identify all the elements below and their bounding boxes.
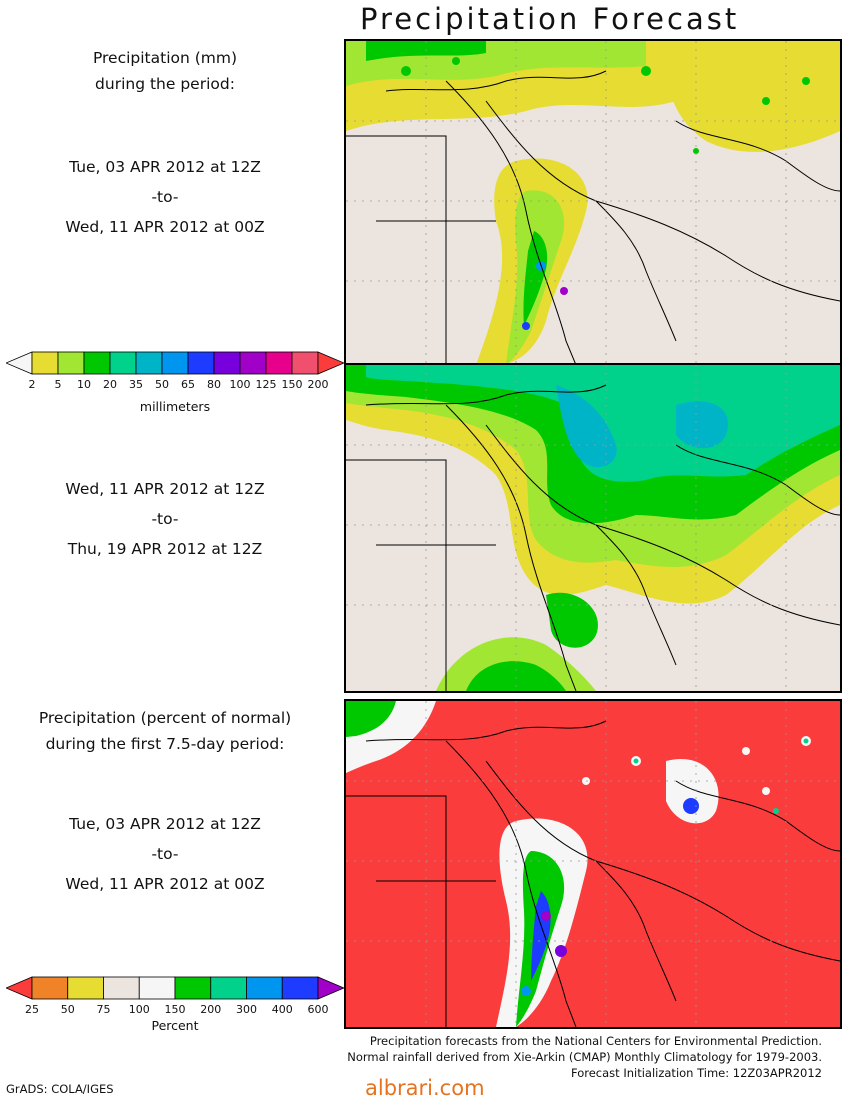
scale-tick-label: 50 [60,1003,75,1016]
scale-swatch [67,976,104,1000]
scale-swatch [246,976,283,1000]
date-sep: -to- [151,510,179,528]
credit-line: Precipitation forecasts from the Nationa… [369,1034,822,1048]
scale-swatch [265,351,293,375]
credits: Precipitation forecasts from the Nationa… [347,1033,822,1081]
scale-tick-label: 100 [229,378,251,391]
percent-color-bar [4,976,346,1000]
percent-normal-map [344,699,842,1029]
precip-map-1-graphic [346,41,840,365]
heading-line: during the first 7.5-day period: [45,735,285,753]
percent-unit-label: Percent [151,1018,199,1033]
precip-map-period1 [344,39,842,367]
period2-dates: Wed, 11 APR 2012 at 12Z -to- Thu, 19 APR… [0,474,330,564]
heading-line: during the period: [95,75,235,93]
scale-arrow-low [4,976,33,1000]
scale-swatch [31,351,59,375]
percent-color-scale: 25 50 75 100 150 200 300 400 600 Percent [4,975,346,1035]
page-title: Precipitation Forecast [360,2,740,36]
scale-arrow-high [317,976,346,1000]
scale-swatch [281,976,319,1000]
date-from: Tue, 03 APR 2012 at 12Z [69,158,261,176]
scale-tick-label: 65 [181,378,195,391]
mm-color-scale: 2 5 10 20 35 50 65 80 100 125 150 200 millimeters [4,350,346,420]
scale-swatch [31,976,69,1000]
precip-map-period2 [344,363,842,693]
date-to: Thu, 19 APR 2012 at 12Z [67,540,263,558]
mm-unit-label: millimeters [139,399,211,414]
scale-tick-label: 10 [77,378,91,391]
period1-dates: Tue, 03 APR 2012 at 12Z -to- Wed, 11 APR… [0,152,330,242]
scale-swatch [187,351,215,375]
date-to: Wed, 11 APR 2012 at 00Z [65,218,265,236]
date-to: Wed, 11 APR 2012 at 00Z [65,875,265,893]
precip-map-2-graphic [346,365,840,691]
date-from: Wed, 11 APR 2012 at 12Z [65,480,265,498]
scale-swatch [210,976,247,1000]
scale-tick-label: 150 [164,1003,186,1016]
scale-tick-label: 100 [128,1003,150,1016]
date-sep: -to- [151,188,179,206]
scale-swatch [109,351,137,375]
watermark: albrari.com [365,1076,485,1100]
scale-tick-label: 125 [255,378,277,391]
mm-color-bar [4,351,346,375]
scale-swatch [291,351,319,375]
heading-line: Precipitation (mm) [92,49,238,67]
scale-tick-label: 25 [25,1003,39,1016]
scale-swatch [135,351,163,375]
grads-credit: GrADS: COLA/IGES [6,1082,114,1096]
scale-tick-label: 300 [236,1003,257,1016]
scale-swatch [103,976,140,1000]
scale-tick-label: 5 [54,378,62,391]
period1-heading: Precipitation (mm) during the period: [0,45,330,97]
period3-heading: Precipitation (percent of normal) during… [0,705,330,757]
scale-swatch [239,351,267,375]
heading-line: Precipitation (percent of normal) [38,709,292,727]
date-sep: -to- [151,845,179,863]
scale-tick-label: 150 [281,378,303,391]
scale-tick-label: 75 [96,1003,111,1016]
scale-swatch [213,351,241,375]
scale-tick-label: 35 [129,378,143,391]
percent-normal-map-graphic [346,701,840,1027]
scale-swatch [161,351,189,375]
scale-tick-label: 400 [271,1003,293,1016]
scale-swatch [138,976,176,1000]
scale-arrow-high [317,351,346,375]
credit-line: Forecast Initialization Time: 12Z03APR20… [571,1066,822,1080]
scale-tick-label: 200 [307,378,329,391]
scale-tick-label: 200 [200,1003,222,1016]
scale-swatch [57,351,85,375]
scale-arrow-low [4,351,33,375]
scale-tick-label: 600 [307,1003,329,1016]
scale-tick-label: 2 [28,378,36,391]
scale-swatch [83,351,111,375]
scale-tick-label: 20 [103,378,117,391]
credit-line: Normal rainfall derived from Xie-Arkin (… [347,1050,822,1064]
date-from: Tue, 03 APR 2012 at 12Z [69,815,261,833]
scale-tick-label: 50 [155,378,169,391]
scale-tick-label: 80 [207,378,221,391]
scale-swatch [174,976,212,1000]
period3-dates: Tue, 03 APR 2012 at 12Z -to- Wed, 11 APR… [0,809,330,899]
